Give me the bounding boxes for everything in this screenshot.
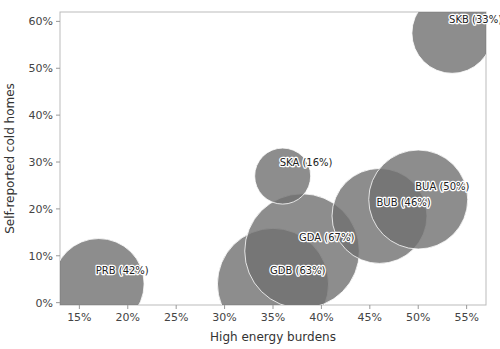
point-label: GDA (67%) (299, 232, 354, 243)
x-tick-label: 25% (164, 311, 188, 324)
point-label: SKA (16%) (280, 157, 333, 168)
y-tick-label: 50% (29, 62, 53, 75)
y-tick (56, 208, 60, 209)
x-tick (321, 305, 322, 309)
y-tick-label: 10% (29, 250, 53, 263)
x-axis-label: High energy burdens (210, 330, 336, 344)
point-label: PRB (42%) (96, 265, 149, 276)
x-tick-label: 55% (454, 311, 478, 324)
x-tick-label: 45% (358, 311, 382, 324)
chart-container: 15% 20% 25% 30% 35% 40% 45% 50% 55% 0% 10% 20% 30% 40… (0, 0, 500, 349)
x-tick (127, 305, 128, 309)
x-tick-label: 20% (116, 311, 140, 324)
x-tick (79, 305, 80, 309)
y-tick-label: 0% (36, 297, 53, 310)
y-tick-label: 30% (29, 156, 53, 169)
chart-svg: 15% 20% 25% 30% 35% 40% 45% 50% 55% 0% 10% 20% 30% 40… (0, 0, 500, 349)
y-tick (56, 162, 60, 163)
y-tick (56, 255, 60, 256)
x-tick-label: 40% (309, 311, 333, 324)
point-label: GDB (63%) (270, 265, 326, 276)
x-tick (176, 305, 177, 309)
x-tick-label: 15% (67, 311, 91, 324)
y-tick (56, 21, 60, 22)
x-tick (418, 305, 419, 309)
bubbles (60, 12, 486, 305)
y-tick-label: 40% (29, 109, 53, 122)
y-tick (56, 302, 60, 303)
point-label: SKB (33%) (449, 14, 500, 25)
y-tick (56, 115, 60, 116)
point-label: BUB (46%) (377, 197, 431, 208)
x-tick (273, 305, 274, 309)
bubble (369, 150, 468, 249)
y-tick-label: 20% (29, 203, 53, 216)
x-tick-label: 35% (261, 311, 285, 324)
point-labels: PRB (42%) GDB (63%) GDA (67%) SKA (16%) BUB … (96, 14, 500, 276)
x-tick-label: 50% (406, 311, 430, 324)
x-tick (369, 305, 370, 309)
y-axis-label: Self-reported cold homes (3, 83, 17, 234)
x-tick (224, 305, 225, 309)
y-tick (56, 68, 60, 69)
x-tick-label: 30% (212, 311, 236, 324)
point-label: BUA (50%) (415, 181, 469, 192)
x-tick (466, 305, 467, 309)
y-tick-label: 60% (29, 15, 53, 28)
